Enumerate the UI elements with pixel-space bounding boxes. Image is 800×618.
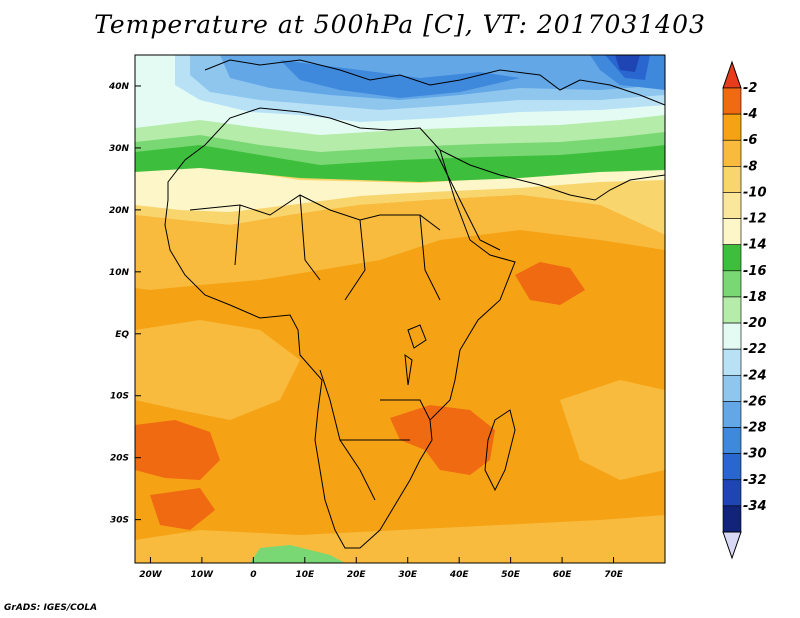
lake-victoria <box>407 324 427 349</box>
grads-credit: GrADS: IGES/COLA <box>4 603 98 613</box>
colorbar-box <box>722 192 742 219</box>
colorbar-label: -22 <box>743 342 767 357</box>
lat-tick-label: 20N <box>109 206 130 216</box>
arabia-coastline <box>439 149 665 201</box>
lon-tick-label: 60E <box>553 570 573 580</box>
colorbar-top-arrow <box>722 60 742 89</box>
lon-tick-label: 50E <box>501 570 521 580</box>
field-patch-8 <box>250 545 345 563</box>
colorbar-box <box>722 296 742 324</box>
red-sea <box>434 149 501 251</box>
colorbar-label: -16 <box>743 264 767 279</box>
lon-tick-label: 20W <box>139 570 163 580</box>
europe-coastline <box>204 59 665 106</box>
colorbar-box <box>722 139 742 167</box>
colorbar-label: -6 <box>743 133 757 148</box>
coastlines <box>164 59 665 549</box>
colorbar-box <box>722 270 742 298</box>
colorbar-box <box>722 479 742 507</box>
border-1 <box>189 194 441 231</box>
colorbar-label: -8 <box>743 159 757 174</box>
lon-tick-label: 0 <box>250 570 256 580</box>
lat-tick-label: 40N <box>108 82 130 92</box>
lat-tick-label: 20S <box>110 454 129 464</box>
colorbar-label: -34 <box>743 499 767 514</box>
lon-tick-label: 70E <box>604 570 624 580</box>
field-band-minus4 <box>515 262 585 305</box>
field-band-minus14 <box>135 140 665 182</box>
colorbar-box <box>722 113 742 141</box>
lake-tanganyika <box>404 353 413 386</box>
madagascar-coastline <box>484 409 516 492</box>
lon-tick-label: 20E <box>347 570 367 580</box>
colorbar-bottom-arrow <box>722 531 742 560</box>
colorbar-label: -28 <box>743 421 767 436</box>
lon-tick-label: 10E <box>295 570 315 580</box>
temperature-field <box>135 55 665 563</box>
field-patch-6 <box>135 420 220 480</box>
field-band-minus32 <box>615 55 640 72</box>
colorbar-box <box>722 322 742 350</box>
field-patch-5 <box>390 405 495 475</box>
colorbar: -2 -4 -6 -8 -10 -12 -14 -16 -18 -20 -22 -24 -26 -28 -3… <box>722 60 767 560</box>
lon-tick-label: 10W <box>191 570 215 580</box>
lat-tick-label: EQ <box>115 330 129 340</box>
lat-tick-label: 30S <box>110 516 129 526</box>
colorbar-label: -24 <box>743 368 767 383</box>
colorbar-label: -32 <box>743 473 767 488</box>
colorbar-label: -10 <box>743 185 767 200</box>
lon-tick-label: 30E <box>398 570 418 580</box>
border-3 <box>319 369 431 501</box>
colorbar-box <box>722 427 742 454</box>
field-band-minus8 <box>135 195 665 290</box>
colorbar-label: -4 <box>743 107 757 122</box>
colorbar-label: -26 <box>743 394 767 409</box>
lon-tick-label: 40E <box>449 570 470 580</box>
africa-coastline <box>164 107 516 549</box>
lat-tick-label: 10N <box>109 268 130 278</box>
colorbar-label: -2 <box>743 81 757 96</box>
field-patch-1 <box>135 320 300 420</box>
colorbar-label: -20 <box>743 316 767 331</box>
colorbar-box <box>722 166 742 193</box>
border-2 <box>234 194 441 301</box>
chart-title: Temperature at 500hPa [C], VT: 201703140… <box>94 10 706 39</box>
colorbar-label: -14 <box>743 238 767 253</box>
plot-frame <box>134 54 666 564</box>
field-band-minus18 <box>135 112 665 152</box>
colorbar-box <box>722 218 742 246</box>
colorbar-box <box>722 453 742 481</box>
field-patch-7 <box>150 488 215 530</box>
colorbar-label: -18 <box>743 290 767 305</box>
colorbar-box <box>722 87 742 115</box>
colorbar-box <box>722 401 742 428</box>
colorbar-box <box>722 348 742 376</box>
lat-tick-label: 30N <box>109 144 130 154</box>
colorbar-box <box>722 374 742 402</box>
map-axes: 40N 30N 20N 10N EQ 10S 20S 30S 20W 10W 0 10E 20E 30E 4… <box>108 82 624 580</box>
colorbar-label: -12 <box>743 212 767 227</box>
colorbar-label: -30 <box>743 447 767 462</box>
colorbar-box <box>722 505 742 533</box>
field-patch-2 <box>560 380 665 480</box>
colorbar-box <box>722 244 742 272</box>
lat-tick-label: 10S <box>110 392 129 402</box>
